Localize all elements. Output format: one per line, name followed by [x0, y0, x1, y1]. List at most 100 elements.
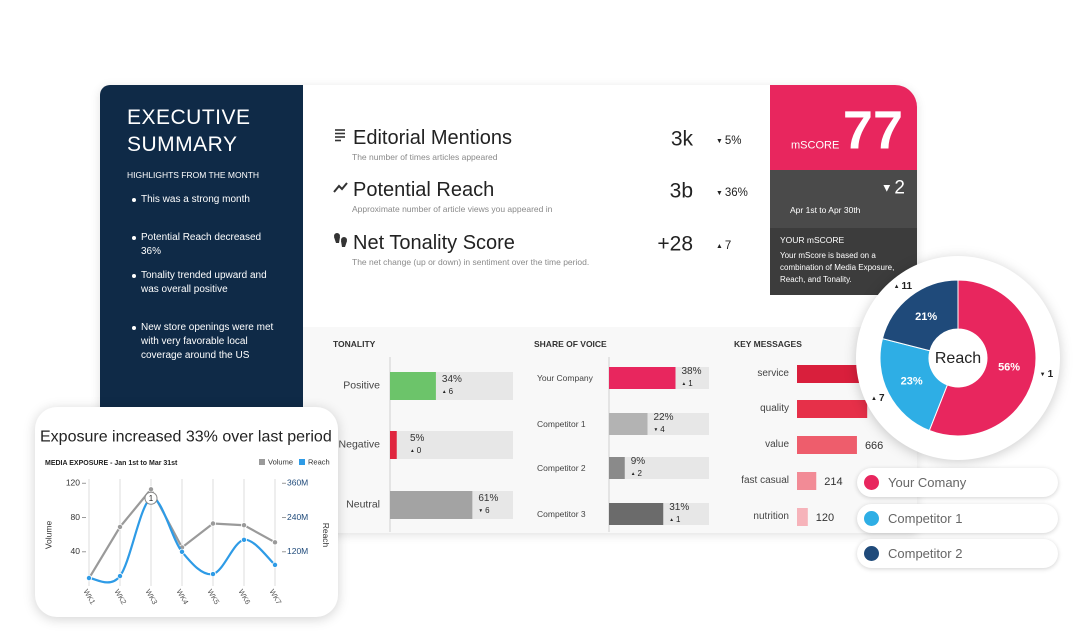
mscore-value: 77	[842, 100, 903, 161]
legend-label: Volume	[268, 457, 293, 466]
bar	[609, 457, 625, 479]
bar-change: 1	[682, 379, 692, 389]
bar	[609, 503, 664, 525]
series-point	[178, 548, 185, 555]
section-title: TONALITY	[333, 338, 376, 349]
mscore-period: Apr 1st to Apr 30th	[790, 204, 861, 215]
metric-description: The net change (up or down) in sentiment…	[352, 256, 590, 267]
metric-change: 5%	[716, 135, 742, 149]
bar-category: Neutral	[346, 498, 380, 511]
y2-tick-label: 240M	[287, 512, 308, 522]
reach-donut: 56% 23% 21% Reach	[856, 256, 1060, 460]
series-point	[209, 571, 216, 578]
bar-category: quality	[760, 403, 789, 414]
metric-change: 7	[716, 240, 731, 254]
line-chart-title: Exposure increased 33% over last period	[40, 428, 332, 446]
annotation-marker	[144, 491, 158, 505]
bar-change: 6	[442, 387, 453, 397]
slice-change: 7	[871, 393, 885, 405]
bar	[390, 431, 397, 459]
legend-swatch	[259, 459, 265, 465]
x-tick-label: WK5	[205, 587, 221, 606]
bar-value-label: 666	[865, 440, 883, 452]
legend-item[interactable]: Competitor 1	[857, 504, 1058, 533]
bar-value-label: 61%	[478, 493, 499, 504]
legend-item[interactable]: Competitor 2	[857, 539, 1058, 568]
donut-slice	[879, 337, 948, 432]
mscore-description: Your mScore is based on a combination of…	[780, 251, 895, 284]
donut-slice	[881, 279, 959, 352]
series-point	[209, 520, 216, 527]
summary-subtitle: HIGHLIGHTS FROM THE MONTH	[127, 169, 260, 180]
legend-label: Reach	[308, 457, 330, 466]
legend-swatch	[864, 546, 879, 561]
bar-track	[390, 431, 513, 459]
summary-bullet: Tonality trended upward and was overall …	[132, 269, 279, 297]
bar-change: 4	[654, 425, 664, 435]
x-tick-label: WK3	[143, 587, 159, 606]
bar-value-label: 214	[824, 476, 842, 488]
metric-description: Approximate number of article views you …	[352, 203, 553, 214]
slice-label: 21%	[915, 311, 937, 323]
bar-value-label: 38%	[681, 366, 702, 377]
donut-center-label: Reach	[935, 350, 981, 367]
bar-value-label: 9%	[630, 456, 646, 467]
bar-category: value	[765, 439, 789, 450]
mscore-change: 2	[881, 178, 905, 201]
bar-change: 0	[410, 446, 421, 456]
icon-tonality	[334, 233, 347, 247]
summary-bullet: Potential Reach decreased 36%	[132, 231, 279, 259]
y-tick-label: 40	[71, 546, 81, 556]
icon-reach	[333, 182, 348, 193]
slice-change: 11	[894, 281, 913, 293]
bar-change: 2	[631, 469, 642, 479]
bar	[609, 367, 676, 389]
summary-title: EXECUTIVE SUMMARY	[127, 106, 251, 157]
bar-value-label: 31%	[669, 502, 690, 513]
legend-label: Competitor 1	[888, 511, 963, 527]
y2-axis-title: Reach	[321, 523, 331, 548]
bar-value-label: 34%	[441, 374, 462, 385]
x-tick-label: WK7	[267, 587, 283, 606]
legend-item[interactable]: Your Comany	[857, 468, 1058, 497]
exposure-card: WK1 WK2 WK3 WK4 WK5 WK6 WK7 40 80 120 120M 240M 360M…	[35, 407, 338, 617]
bar	[390, 372, 436, 400]
mscore-box	[770, 85, 917, 170]
line-chart-subtitle: MEDIA EXPOSURE - Jan 1st to Mar 31st	[45, 459, 178, 467]
legend-swatch	[299, 459, 305, 465]
metric-value: 3k	[670, 127, 693, 151]
bar-category: service	[757, 368, 789, 379]
bar-category: Negative	[338, 438, 380, 451]
bar	[797, 436, 857, 454]
legend-swatch	[864, 511, 879, 526]
bar	[797, 472, 817, 490]
metric-change: 36%	[716, 187, 748, 201]
metric-value: +28	[657, 232, 693, 256]
y2-tick-label: 120M	[287, 546, 308, 556]
mscore-label: mSCORE	[791, 139, 840, 152]
annotation-label: 1	[149, 494, 154, 503]
line-chart: WK1 WK2 WK3 WK4 WK5 WK6 WK7 40 80 120 120M 240M 360M…	[43, 457, 331, 606]
series-point	[86, 575, 93, 582]
y-axis-title: Volume	[43, 521, 53, 550]
legend-swatch	[864, 475, 879, 490]
metric-label: Net Tonality Score	[353, 232, 515, 254]
series-point	[240, 522, 247, 529]
legend-label: Competitor 2	[888, 546, 963, 562]
bar-change: 6	[478, 506, 489, 516]
x-tick-label: WK1	[81, 587, 97, 606]
bar-category: Positive	[343, 379, 380, 392]
x-tick-label: WK2	[112, 587, 128, 606]
series-point	[117, 573, 124, 580]
bar-category: Competitor 1	[537, 418, 586, 429]
bar-category: Competitor 2	[537, 462, 586, 473]
icon-mentions	[335, 129, 345, 142]
bar	[390, 491, 473, 519]
y2-tick-label: 360M	[287, 478, 308, 488]
series-point	[271, 539, 278, 546]
section-title: SHARE OF VOICE	[534, 338, 607, 349]
metric-value: 3b	[669, 179, 693, 203]
slice-label: 23%	[901, 376, 923, 388]
